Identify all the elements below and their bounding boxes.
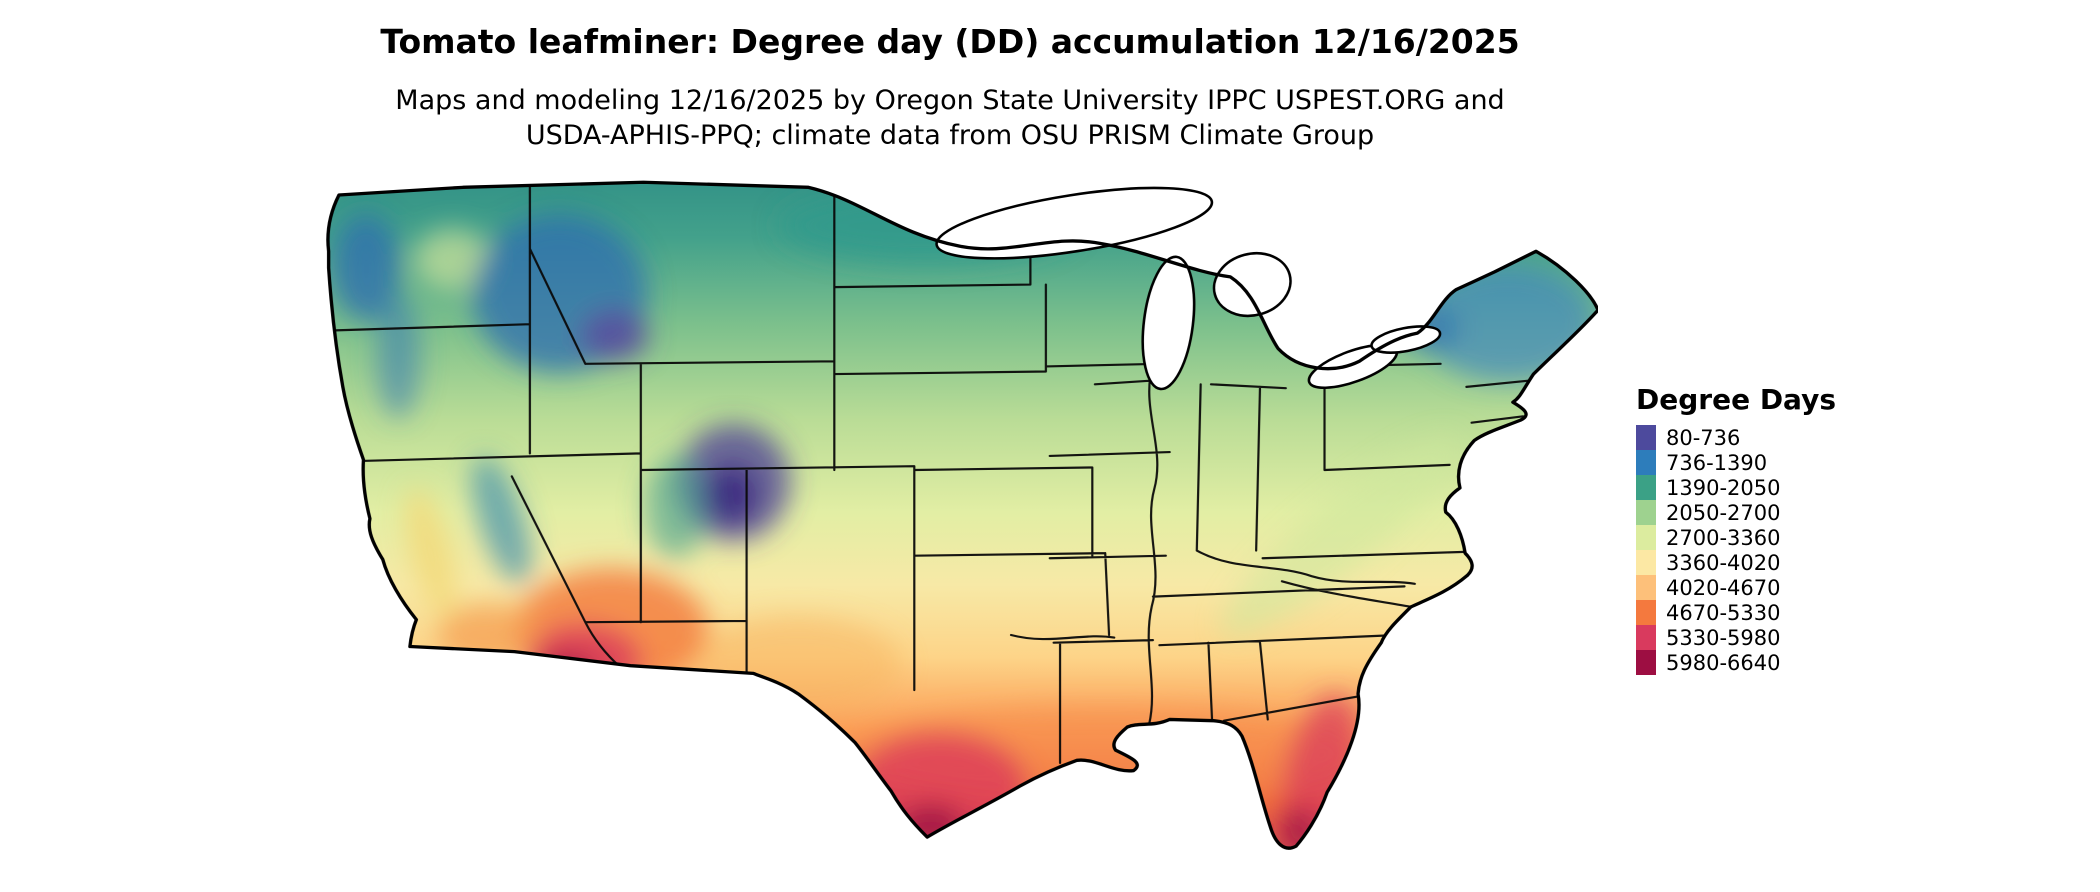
subtitle-line-2: USDA-APHIS-PPQ; climate data from OSU PR… <box>525 120 1375 151</box>
legend-swatch <box>1636 600 1656 625</box>
legend-swatch <box>1636 500 1656 525</box>
legend-label: 4020-4670 <box>1666 575 1781 600</box>
great-lakes <box>935 186 1442 391</box>
legend-label: 2050-2700 <box>1666 500 1781 525</box>
legend-items: 80-736 736-1390 1390-2050 2050-2700 2700-336… <box>1636 425 1836 675</box>
state-borders <box>327 182 1533 764</box>
legend-swatch <box>1636 525 1656 550</box>
legend-item: 4670-5330 <box>1636 600 1836 625</box>
legend-swatch <box>1636 575 1656 600</box>
page-title: Tomato leafminer: Degree day (DD) accumu… <box>380 22 1520 61</box>
legend-label: 4670-5330 <box>1666 600 1781 625</box>
legend-label: 736-1390 <box>1666 450 1768 475</box>
us-map-svg <box>326 180 1598 850</box>
legend-item: 1390-2050 <box>1636 475 1836 500</box>
degree-day-raster <box>327 182 1598 849</box>
legend-label: 5330-5980 <box>1666 625 1781 650</box>
legend-swatch <box>1636 425 1656 450</box>
us-degree-day-map <box>308 172 1598 878</box>
legend-item: 5980-6640 <box>1636 650 1836 675</box>
legend-label: 1390-2050 <box>1666 475 1781 500</box>
lake-ontario <box>1370 325 1442 354</box>
subtitle-line-1: Maps and modeling 12/16/2025 by Oregon S… <box>395 85 1505 116</box>
page-subtitle: Maps and modeling 12/16/2025 by Oregon S… <box>0 83 1900 153</box>
legend-swatch <box>1636 550 1656 575</box>
lake-superior <box>935 186 1214 260</box>
legend-swatch <box>1636 650 1656 675</box>
legend-item: 3360-4020 <box>1636 550 1836 575</box>
lake-michigan <box>1141 255 1196 391</box>
legend-swatch <box>1636 475 1656 500</box>
legend-item: 736-1390 <box>1636 450 1836 475</box>
legend-item: 5330-5980 <box>1636 625 1836 650</box>
legend-swatch <box>1636 450 1656 475</box>
legend-item: 2700-3360 <box>1636 525 1836 550</box>
legend-label: 5980-6640 <box>1666 650 1781 675</box>
legend-title: Degree Days <box>1636 383 1837 416</box>
header: Tomato leafminer: Degree day (DD) accumu… <box>0 22 1900 153</box>
legend-label: 2700-3360 <box>1666 525 1781 550</box>
legend-label: 3360-4020 <box>1666 550 1781 575</box>
legend-item: 4020-4670 <box>1636 575 1836 600</box>
legend-label: 80-736 <box>1666 425 1741 450</box>
legend-swatch <box>1636 625 1656 650</box>
legend-item: 2050-2700 <box>1636 500 1836 525</box>
legend-item: 80-736 <box>1636 425 1836 450</box>
legend: Degree Days 80-736 736-1390 1390-2050 2050-… <box>1636 383 1836 675</box>
